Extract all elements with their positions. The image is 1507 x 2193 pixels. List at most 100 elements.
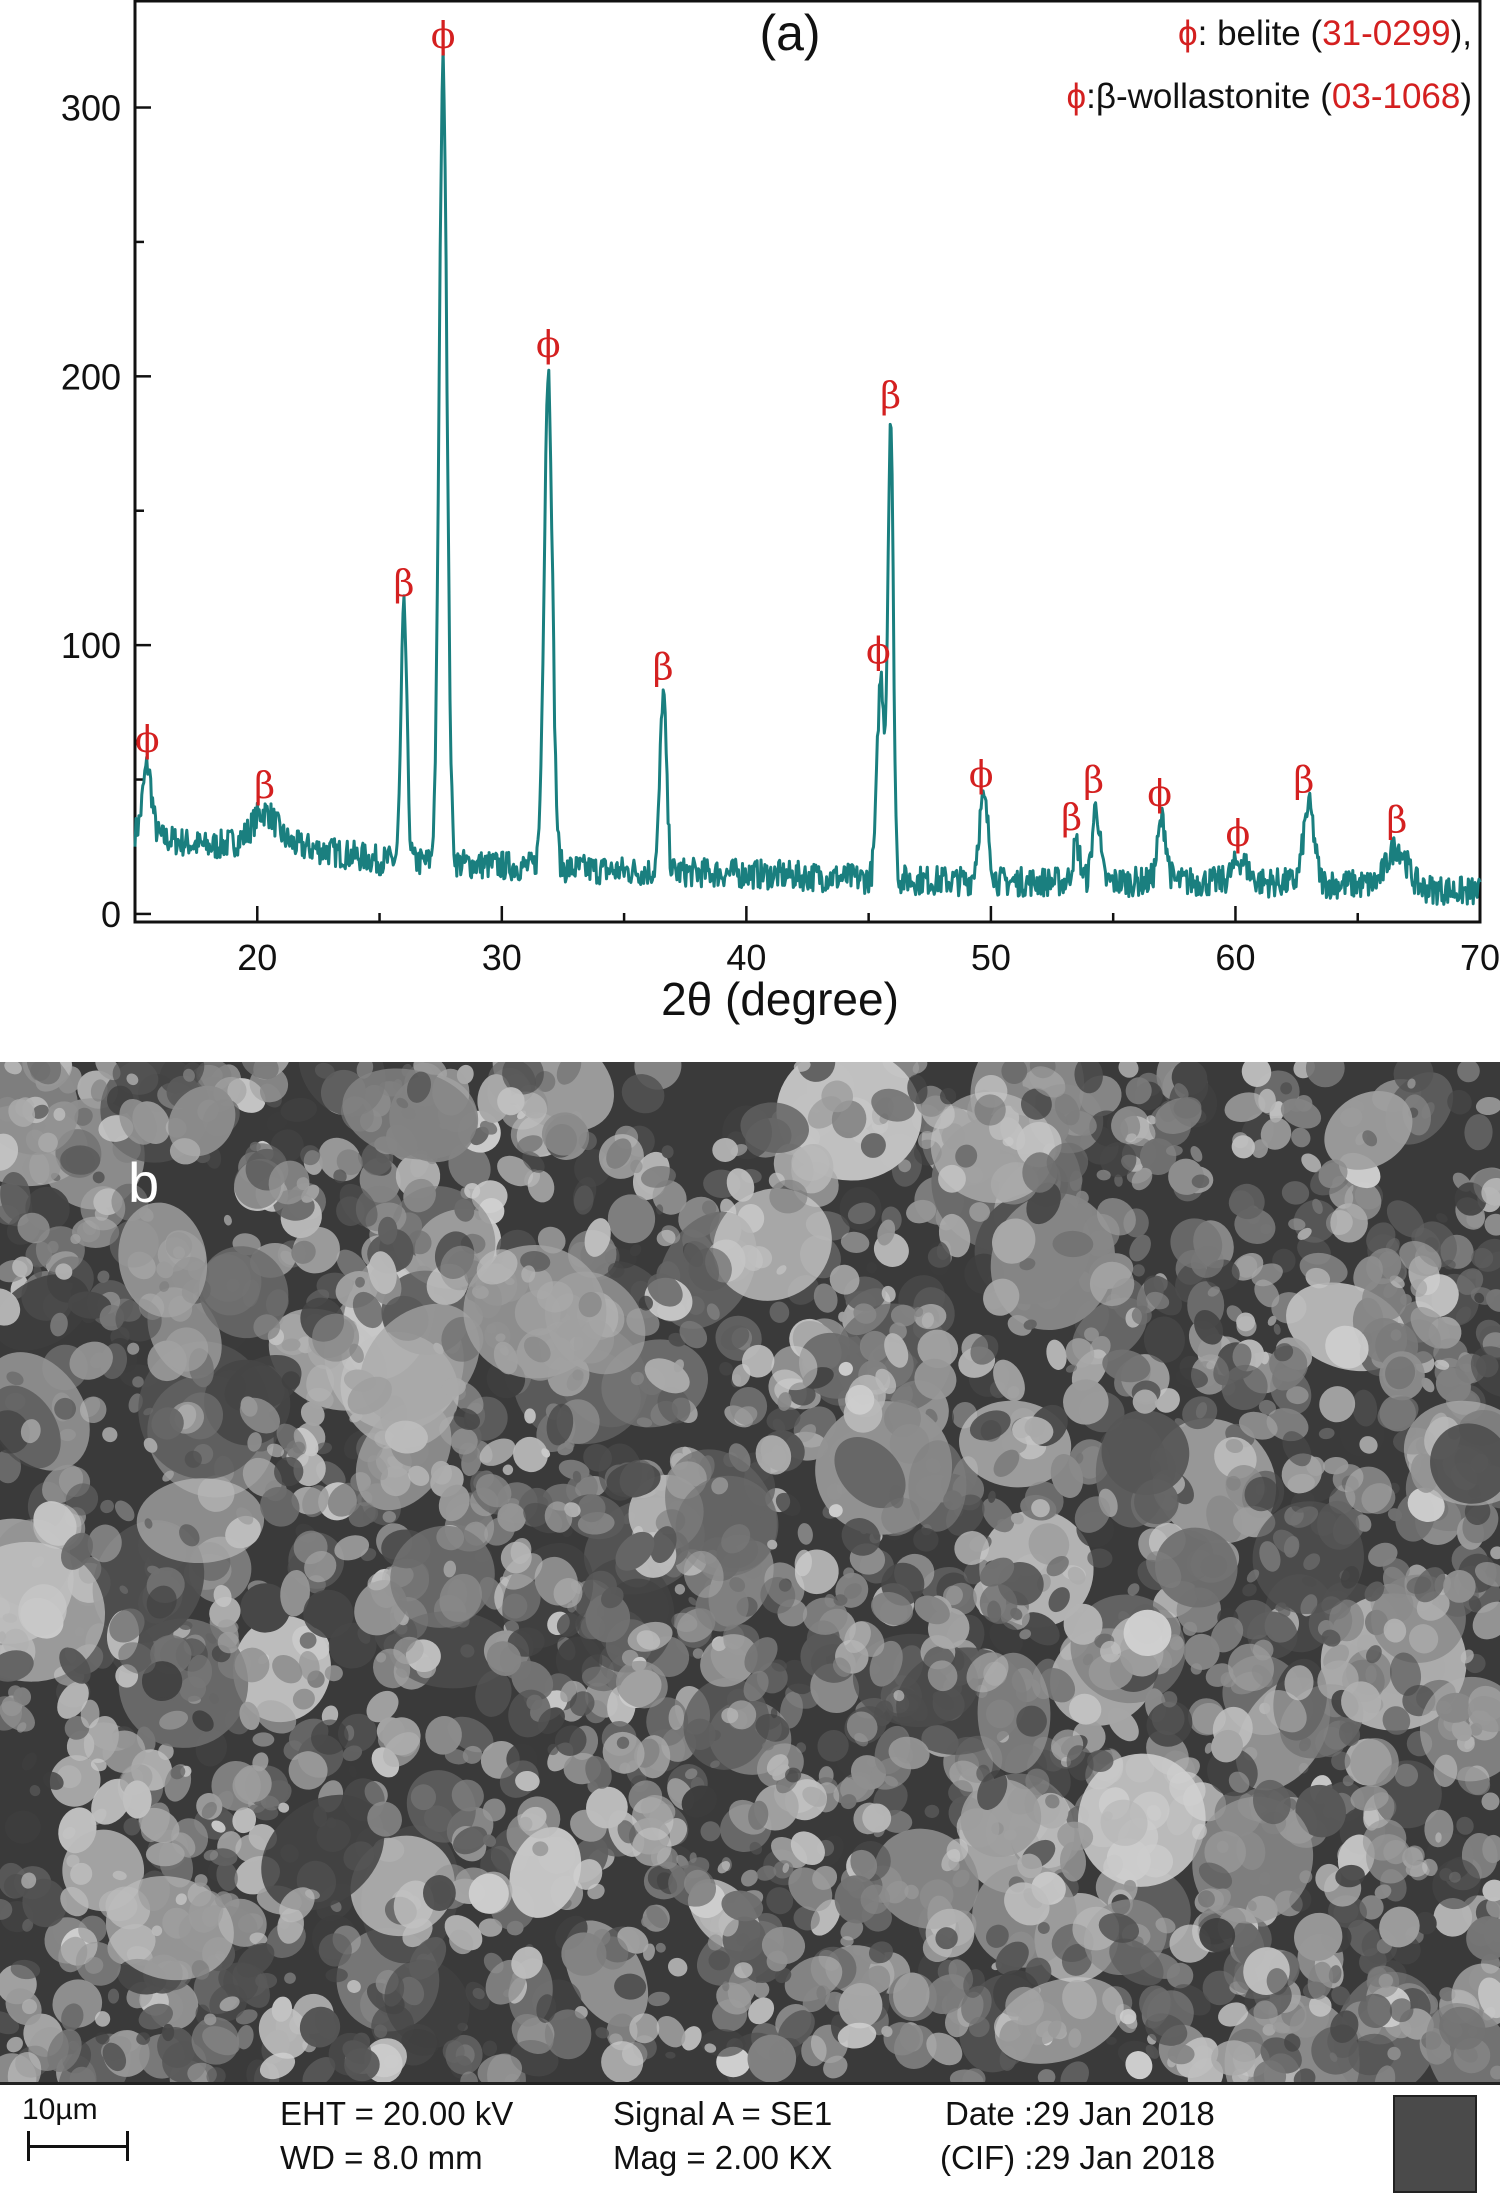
sem-particle (179, 1676, 207, 1702)
sem-particle (1059, 1841, 1087, 1882)
sem-particle (1393, 1062, 1434, 1093)
sem-particle (61, 1532, 93, 1570)
sem-particle (1037, 1922, 1050, 1934)
sem-particle (1204, 1742, 1213, 1754)
sem-particle (1330, 2010, 1359, 2043)
sem-particle (731, 1364, 751, 1387)
sem-particle (1251, 1139, 1269, 1159)
sem-particle (29, 1785, 41, 1797)
sem-particle (708, 1950, 730, 1971)
sem-particle (769, 1301, 790, 1323)
sem-particle (712, 1137, 739, 1163)
sem-particle (871, 1088, 915, 1122)
sem-particle (615, 1531, 655, 1571)
sem-particle (974, 1094, 1006, 1126)
scale-bar (28, 2145, 128, 2148)
sem-particle (1325, 1325, 1369, 1369)
sem-particle (1408, 1624, 1439, 1654)
sem-particle (347, 1980, 361, 1993)
sem-particle (775, 1492, 801, 1516)
peak-annotation: ϕ (431, 16, 456, 57)
sem-particle (252, 1732, 275, 1747)
sem-particle (1484, 1213, 1500, 1236)
plot-frame (133, 0, 1482, 924)
sem-particle (834, 1437, 906, 1509)
sem-particle (247, 1432, 262, 1452)
sem-particle (1029, 1066, 1066, 1098)
sem-particle (1472, 1601, 1500, 1640)
sem-particle (486, 1641, 522, 1676)
sem-particle (1456, 1816, 1474, 1835)
sem-particle (511, 1660, 554, 1701)
sem-particle (1211, 2040, 1256, 2076)
sem-particle (94, 2011, 111, 2027)
sem-particle (1322, 1456, 1349, 1475)
sem-particle (336, 1149, 363, 1176)
sem-particle (674, 1584, 686, 1595)
sem-particle (1046, 1555, 1069, 1577)
sem-particle (460, 2071, 479, 2082)
sem-particle (1161, 1691, 1178, 1708)
sem-particle (650, 1526, 677, 1564)
signal-value: Signal A = SE1 (613, 2095, 833, 2132)
sem-particle (444, 1748, 469, 1765)
sem-particle (766, 1887, 794, 1915)
sem-particle (409, 1936, 447, 1980)
sem-particle (1262, 2023, 1276, 2036)
sem-particle (743, 1670, 769, 1702)
sem-particle (753, 1981, 770, 1999)
sem-particle (300, 1401, 325, 1426)
sem-particle (1100, 1640, 1121, 1663)
legend-symbol-phi: ϕ (1178, 14, 1198, 53)
sem-particle (6, 2036, 23, 2053)
sem-particle (508, 1689, 551, 1738)
sem-particle (1352, 1389, 1378, 1427)
sem-particle (314, 1062, 335, 1079)
sem-particle (122, 1780, 152, 1819)
legend-paren: ) (1460, 77, 1472, 116)
sem-particle (236, 1942, 275, 1978)
sem-particle (42, 1771, 64, 1790)
sem-particle (1266, 1408, 1309, 1442)
sem-particle (1439, 1987, 1456, 2002)
sem-particle (1167, 2044, 1195, 2065)
sem-particle (1246, 1569, 1260, 1583)
sem-particle (1021, 1088, 1052, 1120)
sem-particle (293, 1530, 328, 1565)
sem-particle (1263, 1690, 1307, 1733)
sem-particle (1131, 1305, 1152, 1325)
sem-particle (1295, 1784, 1346, 1838)
sem-particle (782, 1863, 790, 1873)
sem-particle (1127, 1583, 1140, 1596)
sem-particle (35, 1226, 85, 1274)
sem-particle (1358, 1993, 1393, 2029)
sem-particle (143, 1437, 158, 1453)
sem-particle (1366, 1248, 1402, 1285)
sem-particle (223, 1214, 232, 1226)
sem-particle (1132, 1264, 1145, 1277)
sem-particle (109, 1608, 145, 1643)
sem-particle (665, 2051, 676, 2059)
sem-particle (747, 2034, 797, 2082)
sem-particle (838, 1311, 847, 1322)
sem-particle (219, 1996, 240, 2012)
sem-particle (595, 2027, 610, 2039)
sem-particle (333, 1169, 347, 1184)
sem-particle (636, 1630, 661, 1650)
sem-particle (1378, 1973, 1394, 1989)
sem-particle (312, 1313, 360, 1362)
sem-particle (1348, 2033, 1396, 2076)
sem-particle (475, 1670, 512, 1717)
sem-particle (1382, 1706, 1411, 1735)
sem-particle (1407, 1487, 1445, 1522)
sem-particle (711, 1477, 729, 1495)
sem-particle (1143, 1316, 1185, 1363)
sem-particle (881, 2025, 893, 2037)
sem-particle (299, 2006, 341, 2048)
sem-particle (7, 2052, 42, 2082)
sem-particle (1329, 2052, 1338, 2062)
sem-particle (367, 1801, 402, 1837)
sem-particle (523, 1336, 551, 1363)
sem-particle (342, 1745, 363, 1762)
sem-particle (31, 1104, 49, 1119)
